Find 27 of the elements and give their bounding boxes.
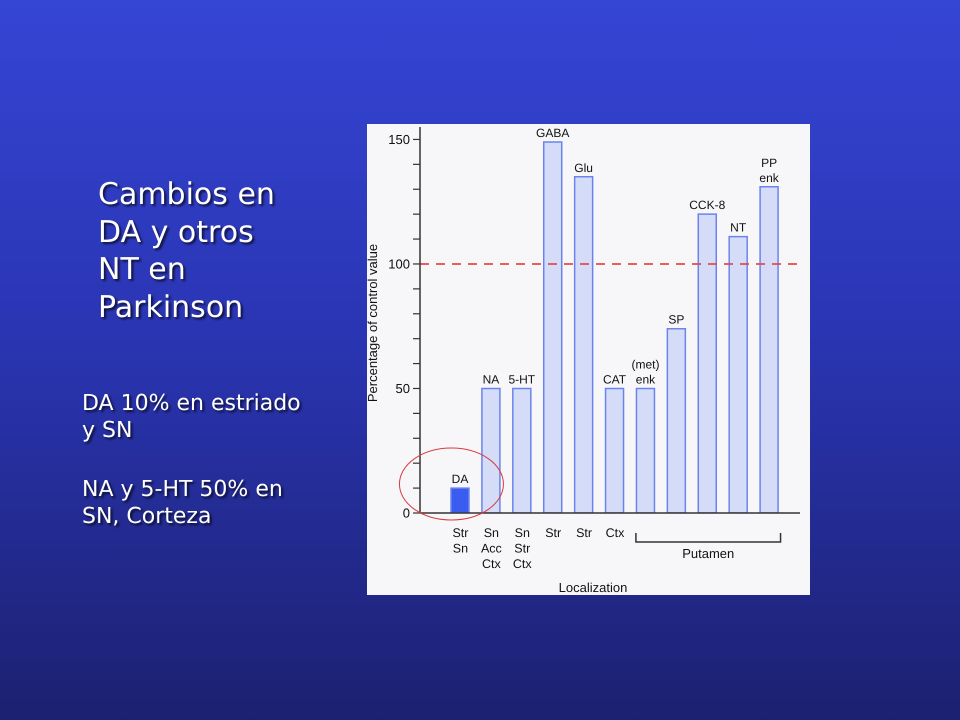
series-label: 5-HT [508, 372, 536, 386]
series-label: SP [668, 312, 684, 327]
x-tick-label: Ctx [606, 526, 626, 540]
text: Putamen [682, 546, 734, 561]
series-label: NA [482, 372, 500, 386]
series-label: Glu [574, 160, 593, 175]
series-label: PP enk [759, 156, 780, 185]
series-label: CAT [602, 372, 627, 386]
x-tick-label: Sn Str Ctx [512, 526, 532, 571]
x-tick-label: Str [545, 526, 562, 540]
x-tick-label: Str Sn [452, 526, 468, 556]
y-axis-title: Percentage of control value [365, 244, 380, 402]
series-label: (met) enk [631, 357, 660, 386]
x-tick-label: Str [576, 526, 592, 540]
text: Cambios en DA y otros NT en Parkinson [98, 177, 275, 324]
y-tick-label: 100 [388, 256, 410, 272]
series-label: GABA [536, 126, 570, 140]
series-label: DA [452, 472, 468, 486]
y-tick-label: 0 [402, 506, 410, 521]
x-axis-title: Localization [558, 580, 628, 595]
text: NA y 5-HT 50% en SN, Corteza [82, 477, 283, 530]
text: DA 10% en estriado y SN [82, 391, 301, 443]
x-tick-label: Sn Acc Ctx [480, 526, 502, 571]
series-label: NT [730, 220, 747, 235]
y-tick-label: 50 [396, 381, 410, 396]
series-label: CCK-8 [689, 198, 726, 212]
y-tick-label: 150 [388, 132, 410, 148]
